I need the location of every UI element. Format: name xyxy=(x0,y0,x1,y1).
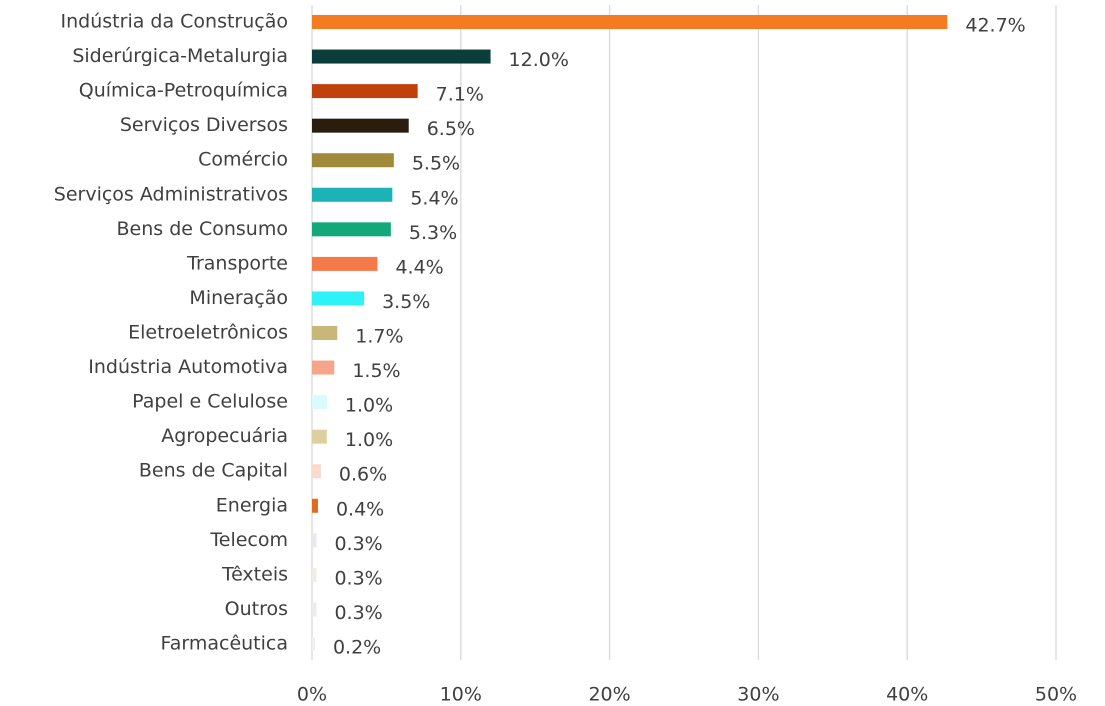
data-label: 12.0% xyxy=(509,49,569,71)
bar xyxy=(312,533,317,548)
y-tick-label: Química-Petroquímica xyxy=(79,80,288,102)
data-label: 0.3% xyxy=(334,567,382,589)
data-label: 5.3% xyxy=(409,222,457,244)
bar xyxy=(312,637,315,651)
data-label: 1.5% xyxy=(352,360,400,382)
y-tick-label: Têxteis xyxy=(221,563,288,585)
bar xyxy=(312,256,378,271)
bar xyxy=(312,567,317,582)
x-tick-label: 0% xyxy=(297,684,327,706)
x-tick-label: 10% xyxy=(440,684,482,706)
bar xyxy=(312,187,393,202)
data-label: 5.5% xyxy=(412,153,460,175)
y-tick-label: Indústria Automotiva xyxy=(88,356,288,378)
x-tick-label: 40% xyxy=(886,684,928,706)
bar xyxy=(312,429,327,444)
bar xyxy=(312,118,409,133)
bar xyxy=(312,326,338,340)
bar xyxy=(312,360,335,375)
bar xyxy=(312,395,327,410)
data-label: 4.4% xyxy=(395,256,443,278)
data-label: 1.0% xyxy=(345,395,393,417)
y-tick-label: Outros xyxy=(225,598,288,620)
y-tick-label: Bens de Capital xyxy=(139,460,288,482)
bar xyxy=(312,84,418,99)
data-label: 42.7% xyxy=(965,15,1025,37)
data-label: 1.7% xyxy=(355,326,403,348)
data-label: 0.3% xyxy=(334,533,382,555)
y-tick-label: Serviços Diversos xyxy=(120,114,288,136)
y-tick-label: Transporte xyxy=(186,252,288,274)
data-label: 7.1% xyxy=(436,84,484,106)
y-tick-label: Agropecuária xyxy=(161,425,288,447)
data-label: 0.3% xyxy=(334,602,382,624)
data-label: 0.4% xyxy=(336,498,384,520)
x-tick-label: 20% xyxy=(588,684,630,706)
bar xyxy=(312,464,321,479)
y-tick-label: Bens de Consumo xyxy=(116,218,288,240)
y-tick-label: Indústria da Construção xyxy=(61,11,288,33)
y-tick-label: Serviços Administrativos xyxy=(54,183,288,205)
bar xyxy=(312,291,365,306)
y-tick-label: Mineração xyxy=(189,287,288,309)
x-tick-label: 30% xyxy=(737,684,779,706)
data-label: 1.0% xyxy=(345,429,393,451)
bar xyxy=(312,49,491,64)
y-tick-label: Energia xyxy=(216,494,288,516)
x-tick-label: 50% xyxy=(1035,684,1077,706)
data-label: 0.6% xyxy=(339,464,387,486)
bar xyxy=(312,222,391,237)
data-label: 3.5% xyxy=(382,291,430,313)
bar xyxy=(312,498,318,513)
data-label: 6.5% xyxy=(427,118,475,140)
y-tick-label: Telecom xyxy=(209,529,288,551)
y-tick-label: Siderúrgica-Metalurgia xyxy=(72,45,288,67)
data-label: 0.2% xyxy=(333,637,381,659)
bar xyxy=(312,15,948,29)
data-label: 5.4% xyxy=(410,187,458,209)
y-tick-label: Farmacêutica xyxy=(161,633,288,655)
y-tick-label: Eletroeletrônicos xyxy=(128,322,288,344)
bar xyxy=(312,153,394,168)
bar xyxy=(312,602,317,617)
y-tick-label: Comércio xyxy=(198,149,288,171)
y-tick-label: Papel e Celulose xyxy=(132,391,288,413)
